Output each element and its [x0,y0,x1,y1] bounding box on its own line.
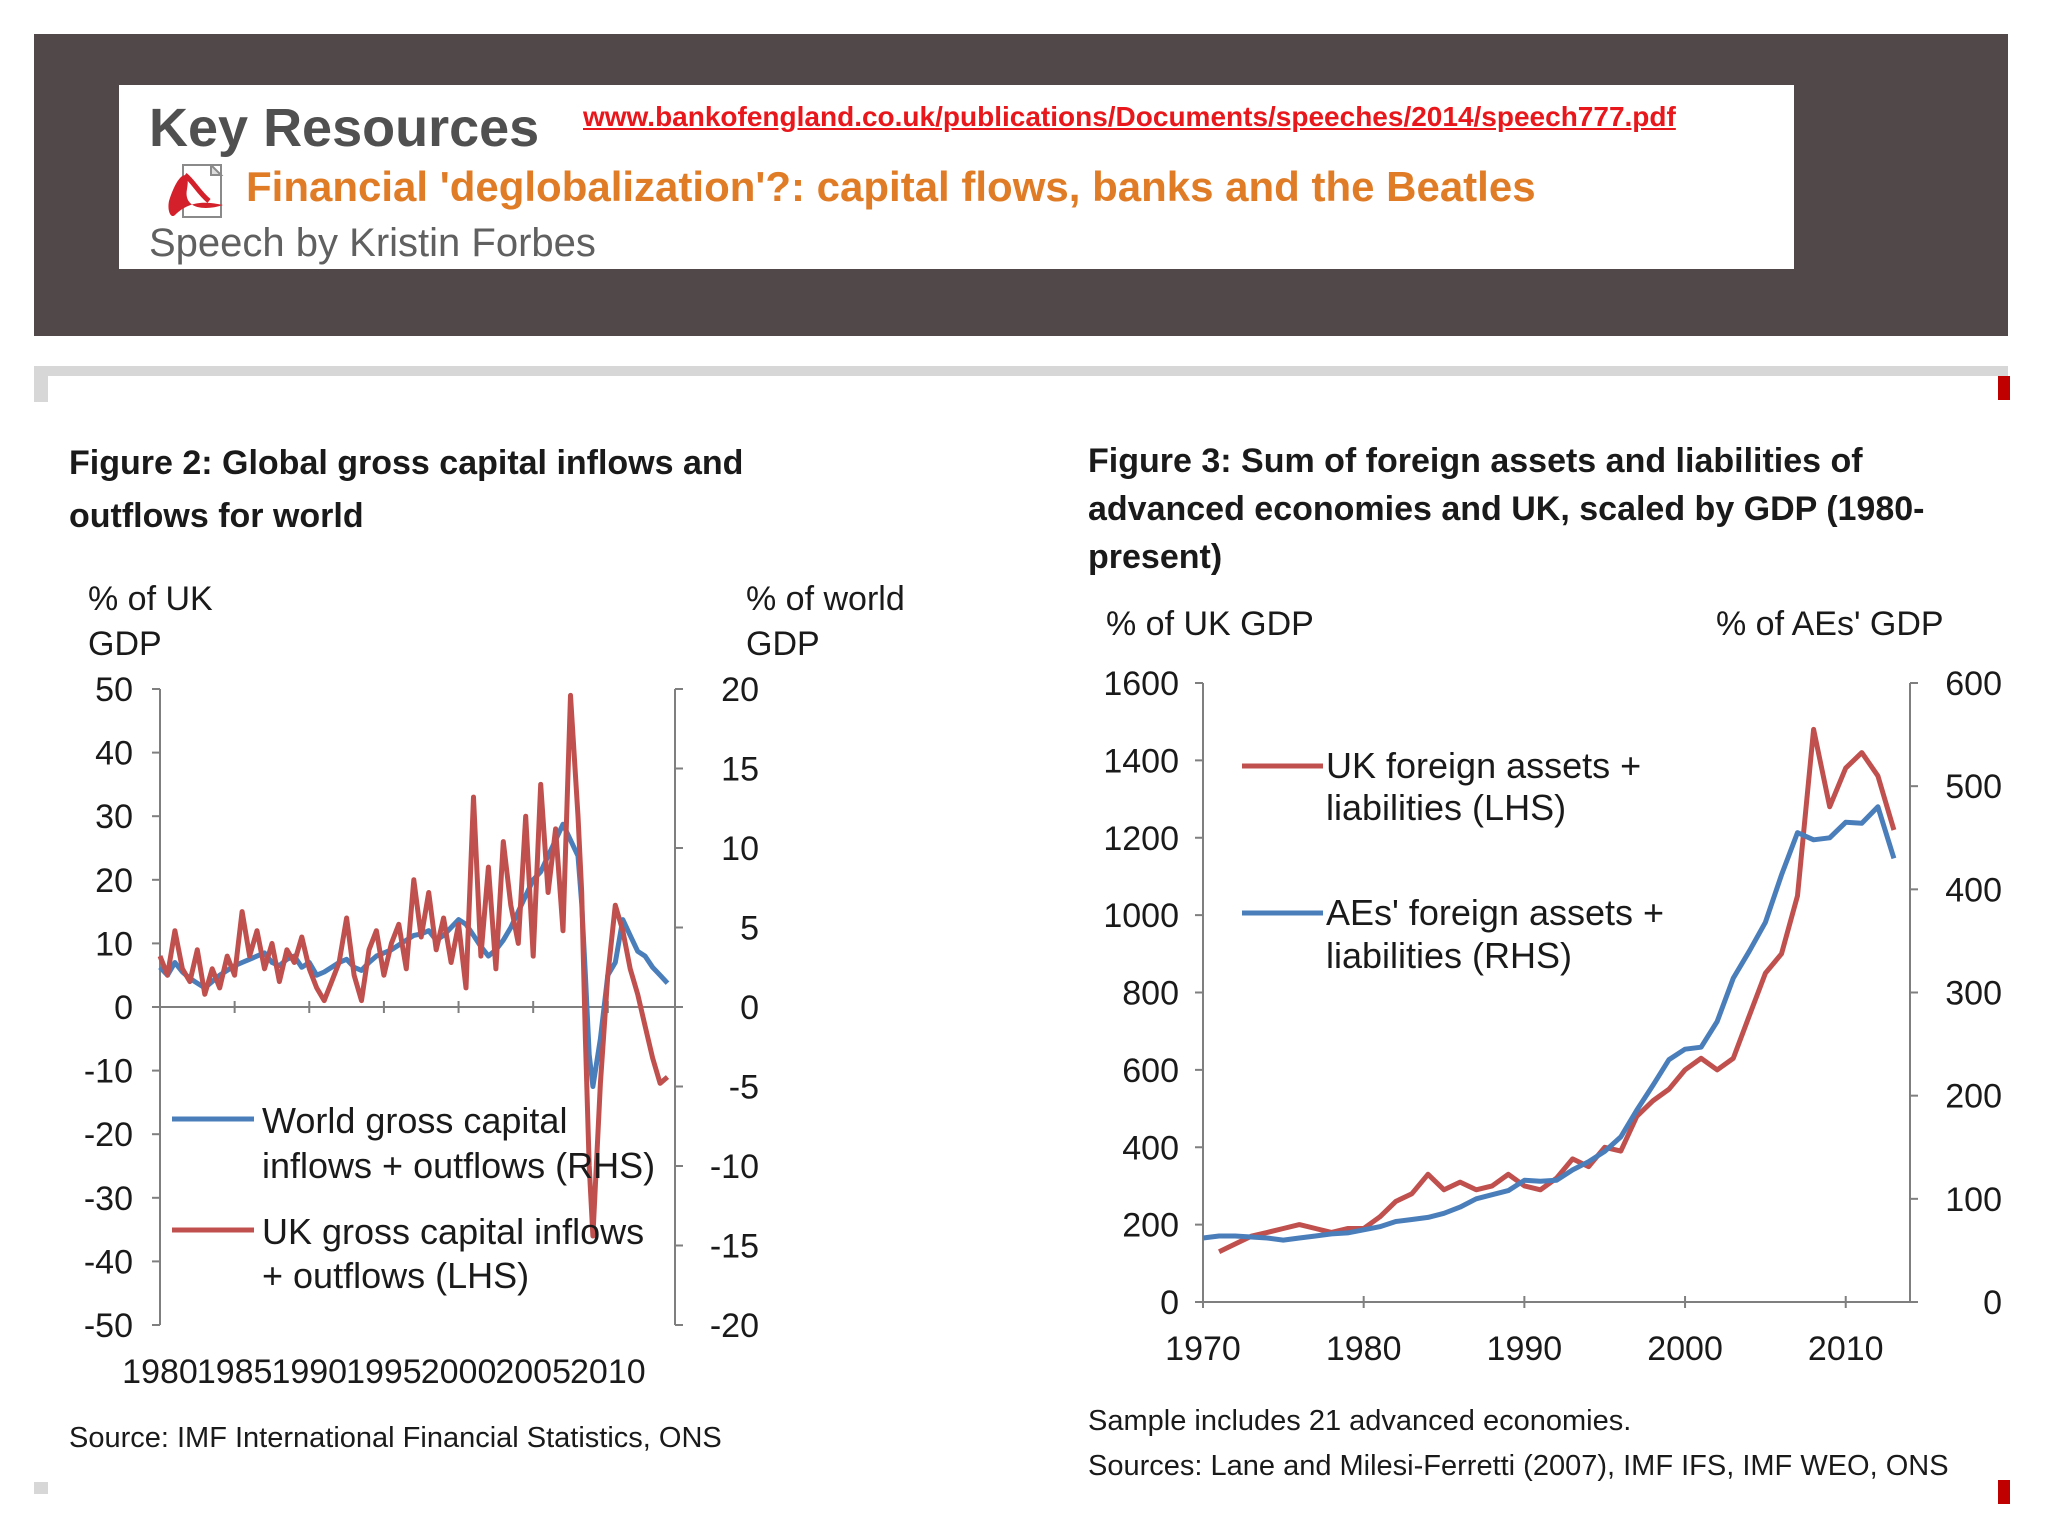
figure-2-left-unit-line-2: GDP [88,625,162,663]
right-tick-label: -20 [710,1307,759,1345]
x-tick-label: 2010 [1808,1330,1884,1368]
legend-aes-assets-line-2: liabilities (RHS) [1326,935,1572,976]
right-tick-label: -15 [710,1228,759,1266]
right-tick-label: 20 [721,671,759,709]
corner-marker-left [34,1482,48,1494]
speech-banner: Key Resources www.bankofengland.co.uk/pu… [34,34,2008,336]
legend-world-line-2: inflows + outflows (RHS) [262,1145,655,1186]
left-tick-label: 1400 [1103,742,1179,780]
right-tick-label: 0 [740,989,759,1027]
x-tick-label: 1985 [197,1353,273,1391]
figure-2-left-unit-line-1: % of UK [88,580,213,618]
series-line-1 [157,692,670,1239]
pdf-file-icon[interactable] [165,161,227,221]
figure-2-right-unit-line-2: GDP [746,625,820,663]
figure-2-title-line-1: Figure 2: Global gross capital inflows a… [69,444,743,482]
left-tick-label: 10 [95,925,133,963]
left-tick-label: 0 [114,989,133,1027]
left-tick-label: 30 [95,798,133,836]
left-tick-label: -50 [84,1307,133,1345]
x-tick-label: 1990 [1487,1330,1563,1368]
left-tick-label: -10 [84,1053,133,1091]
series-line-1 [1202,804,1897,1243]
legend-uk-assets-line-2: liabilities (LHS) [1326,787,1566,828]
legend-world-line-1: World gross capital [262,1100,567,1141]
left-tick-label: -40 [84,1243,133,1281]
figure-2-right-unit-line-1: % of world [746,580,905,618]
x-tick-label: 1970 [1165,1330,1241,1368]
figure-2-source: Source: IMF International Financial Stat… [69,1422,722,1454]
right-tick-label: 500 [1945,768,2002,806]
legend-uk-line-2: + outflows (LHS) [262,1255,529,1296]
left-tick-label: 200 [1122,1207,1179,1245]
right-tick-label: -5 [729,1069,759,1107]
x-tick-label: 2010 [570,1353,646,1391]
speech-title[interactable]: Financial 'deglobalization'?: capital fl… [246,163,1536,210]
x-tick-label: 2000 [421,1353,497,1391]
right-tick-label: 400 [1945,871,2002,909]
left-tick-label: 50 [95,671,133,709]
x-tick-label: 1995 [346,1353,422,1391]
figure-2-axes: 50403020100-10-20-30-40-5020151050-5-10-… [84,671,759,1391]
right-tick-label: -10 [710,1148,759,1186]
figure-3-axes: 1600140012001000800600400200060050040030… [1103,665,2002,1368]
figure-3-chart: Figure 3: Sum of foreign assets and liab… [1088,442,2002,1482]
figure-2-title-line-2: outflows for world [69,497,364,535]
left-tick-label: 20 [95,862,133,900]
x-tick-label: 2005 [495,1353,571,1391]
figure-2-series [157,692,670,1239]
left-tick-label: 1600 [1103,665,1179,703]
left-tick-label: 1200 [1103,820,1179,858]
x-tick-label: 1980 [122,1353,198,1391]
right-tick-label: 300 [1945,975,2002,1013]
right-tick-label: 15 [721,751,759,789]
left-tick-label: 800 [1122,975,1179,1013]
legend-uk-assets-line-1: UK foreign assets + [1326,745,1641,786]
figure-3-right-unit: % of AEs' GDP [1716,605,1944,643]
figure-3-legend: UK foreign assets + liabilities (LHS) AE… [1242,745,1664,976]
left-tick-label: 1000 [1103,897,1179,935]
figure-3-source-line-1: Sample includes 21 advanced economies. [1088,1405,1631,1437]
divider-notch [34,376,48,402]
figure-2-legend: World gross capital inflows + outflows (… [172,1100,655,1296]
legend-uk-line-1: UK gross capital inflows [262,1211,644,1252]
figure-2-chart: Figure 2: Global gross capital inflows a… [69,444,905,1454]
corner-marker-bottom [1998,1480,2010,1504]
figure-3-source-line-2: Sources: Lane and Milesi-Ferretti (2007)… [1088,1450,1949,1482]
speech-pdf-link[interactable]: www.bankofengland.co.uk/publications/Doc… [583,101,1676,132]
x-tick-label: 1980 [1326,1330,1402,1368]
key-resources-heading: Key Resources [149,98,540,158]
corner-marker-top [1998,376,2010,400]
figure-3-title-line-3: present) [1088,538,1222,576]
key-resources-card: Key Resources www.bankofengland.co.uk/pu… [119,85,1794,269]
right-tick-label: 0 [1983,1284,2002,1322]
figure-3-title-line-2: advanced economies and UK, scaled by GDP… [1088,490,1924,528]
left-tick-label: 600 [1122,1052,1179,1090]
figure-3-left-unit: % of UK GDP [1106,605,1314,643]
left-tick-label: -30 [84,1180,133,1218]
right-tick-label: 5 [740,910,759,948]
figure-3-series [1202,726,1897,1254]
x-tick-label: 2000 [1647,1330,1723,1368]
right-tick-label: 600 [1945,665,2002,703]
speech-author: Speech by Kristin Forbes [149,221,596,265]
right-tick-label: 200 [1945,1078,2002,1116]
figure-3-title-line-1: Figure 3: Sum of foreign assets and liab… [1088,442,1863,480]
legend-aes-assets-line-1: AEs' foreign assets + [1326,892,1664,933]
right-tick-label: 100 [1945,1181,2002,1219]
left-tick-label: 40 [95,735,133,773]
left-tick-label: -20 [84,1116,133,1154]
x-tick-label: 1990 [271,1353,347,1391]
left-tick-label: 400 [1122,1129,1179,1167]
slide-divider [34,366,2008,376]
right-tick-label: 10 [721,830,759,868]
left-tick-label: 0 [1160,1284,1179,1322]
